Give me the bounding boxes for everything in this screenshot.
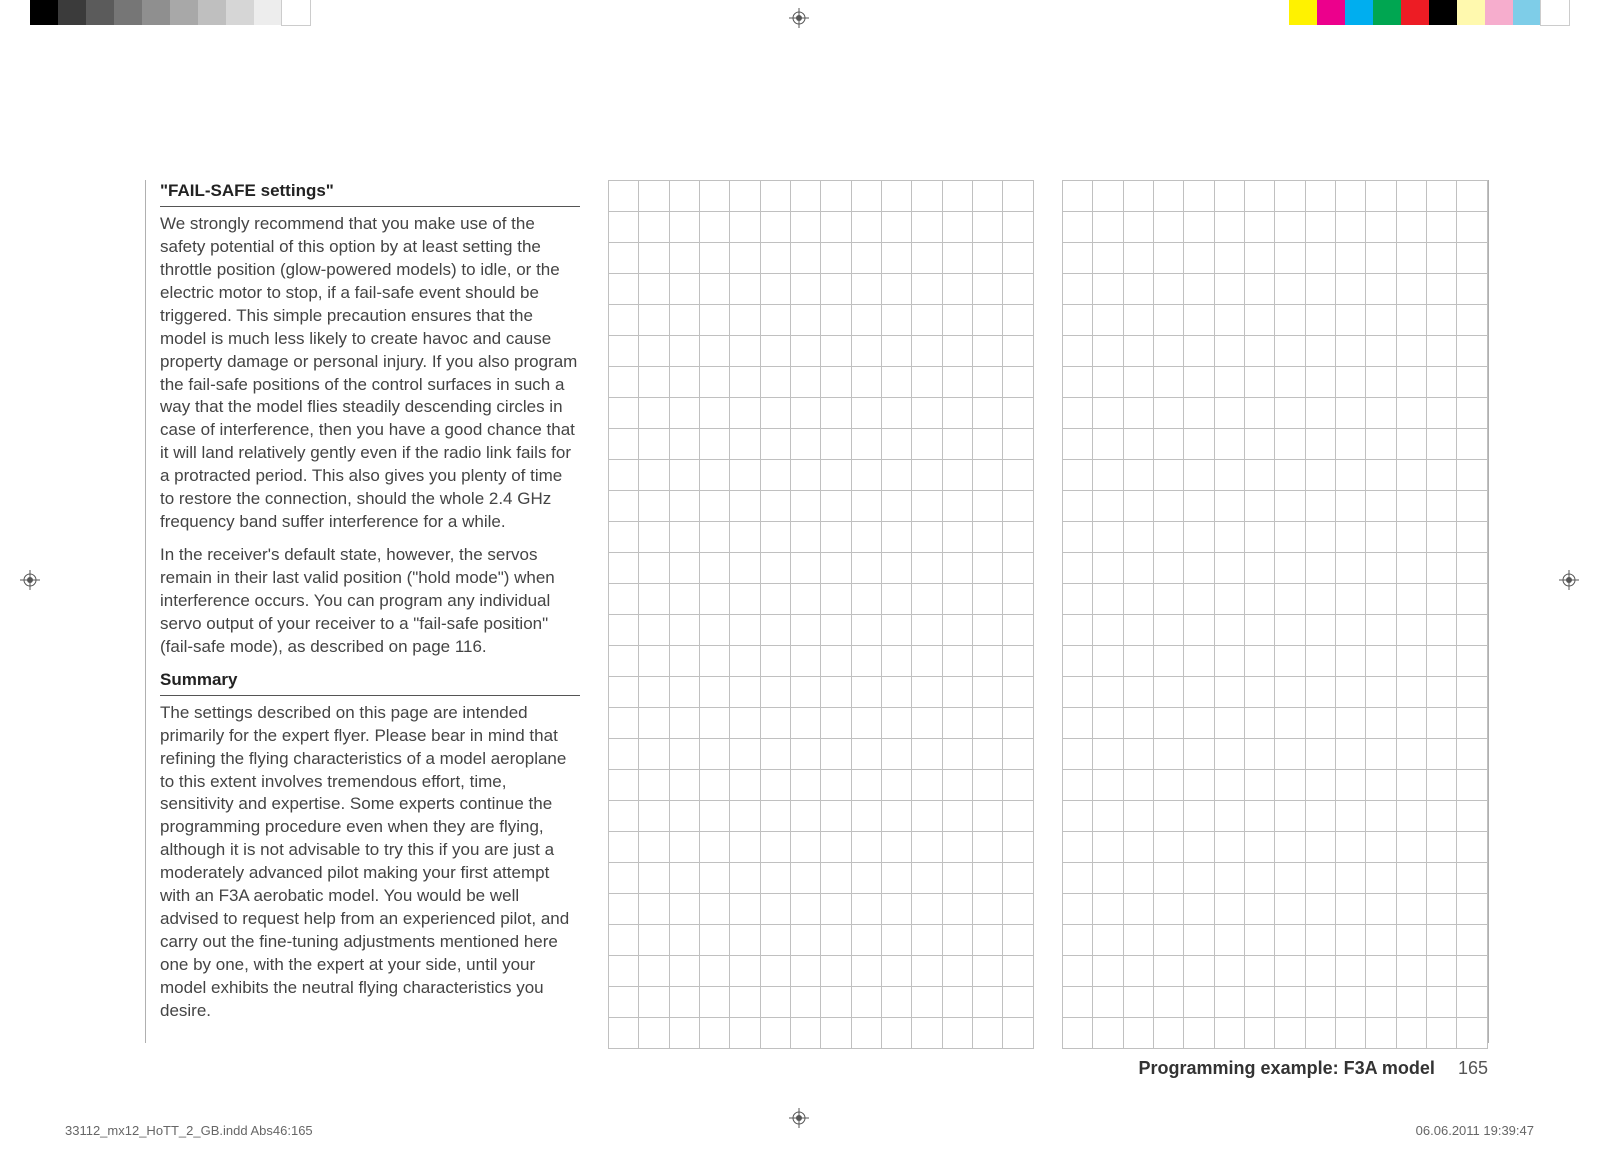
color-swatch [1513,0,1541,25]
color-swatch [142,0,170,25]
color-swatch [1289,0,1317,25]
meta-file: 33112_mx12_HoTT_2_GB.indd Abs46:165 [65,1123,313,1138]
color-swatch [1373,0,1401,25]
color-swatch [1429,0,1457,25]
grid-box [608,180,1034,1010]
footer-section-label: Programming example: F3A model [1139,1058,1435,1078]
notes-grid [608,180,1034,1043]
color-swatch [170,0,198,25]
color-swatch [1401,0,1429,25]
color-swatch [1457,0,1485,25]
color-swatch [114,0,142,25]
footer-page-number: 165 [1458,1058,1488,1078]
section-title-summary: Summary [160,669,580,696]
paragraph: In the receiver's default state, however… [160,544,580,659]
paragraph: We strongly recommend that you make use … [160,213,580,534]
page-footer: Programming example: F3A model 165 [1139,1058,1488,1079]
text-column: "FAIL-SAFE settings" We strongly recomme… [145,180,580,1043]
registration-mark-icon [20,570,40,590]
grid-box [1062,180,1488,1010]
registration-mark-icon [1559,570,1579,590]
color-swatch [282,0,310,25]
color-swatch [1485,0,1513,25]
color-swatch [30,0,58,25]
color-swatch-bar-left [30,0,310,25]
color-swatch [254,0,282,25]
registration-mark-icon [789,8,809,28]
page: "FAIL-SAFE settings" We strongly recomme… [50,60,1549,1098]
print-meta: 33112_mx12_HoTT_2_GB.indd Abs46:165 06.0… [65,1123,1534,1138]
content-row: "FAIL-SAFE settings" We strongly recomme… [145,180,1489,1043]
color-swatch [58,0,86,25]
notes-grid: Programming example: F3A model 165 [1062,180,1489,1043]
paragraph: The settings described on this page are … [160,702,580,1023]
color-swatch [1345,0,1373,25]
color-swatch [198,0,226,25]
color-swatch [226,0,254,25]
color-swatch [1541,0,1569,25]
color-swatch [86,0,114,25]
meta-date: 06.06.2011 19:39:47 [1416,1123,1534,1138]
color-swatch [1317,0,1345,25]
section-title-failsafe: "FAIL-SAFE settings" [160,180,580,207]
color-swatch-bar-right [1289,0,1569,25]
